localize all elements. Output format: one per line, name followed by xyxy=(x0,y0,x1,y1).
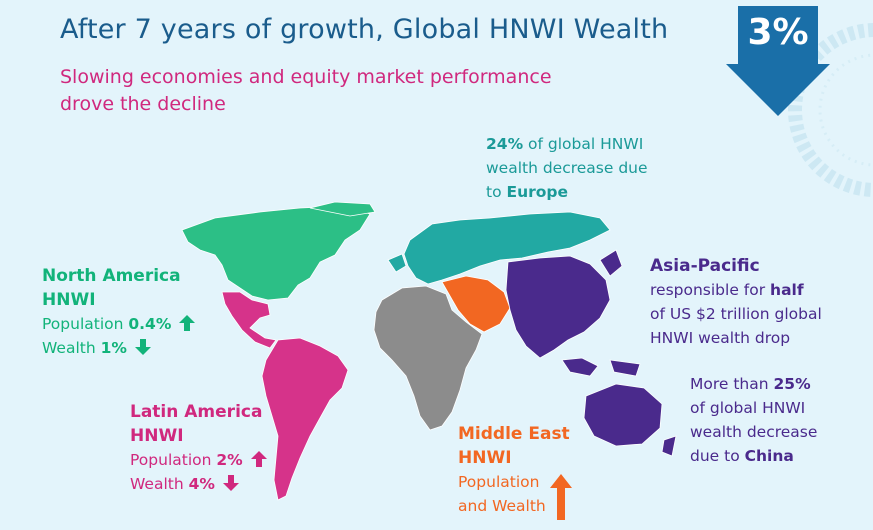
middle-east-callout: Middle East HNWI Population and Wealth xyxy=(458,422,570,518)
middle-east-title: Middle East xyxy=(458,424,570,444)
middle-east-line-2: and Wealth xyxy=(458,497,546,515)
down-arrow-icon xyxy=(726,6,830,116)
china-line-4: due to xyxy=(690,447,740,465)
europe-pct: 24% xyxy=(486,135,524,153)
ap-emphasis: half xyxy=(770,281,804,299)
middle-east-title-2: HNWI xyxy=(458,448,512,468)
ap-line-2: of US $2 trillion global xyxy=(650,305,822,323)
subtitle-line-2: drove the decline xyxy=(60,93,226,115)
central-america-region xyxy=(221,291,277,349)
asia-pacific-region xyxy=(505,255,611,359)
europe-line-1: of global HNWI xyxy=(528,135,644,153)
europe-line-2: wealth decrease due xyxy=(486,159,648,177)
la-wealth-label: Wealth xyxy=(130,475,184,493)
north-america-region xyxy=(181,205,371,301)
ap-line-3: HNWI wealth drop xyxy=(650,329,791,347)
la-population-value: 2% xyxy=(216,451,243,469)
australia-region xyxy=(583,383,663,447)
europe-callout: 24% of global HNWI wealth decrease due t… xyxy=(486,132,648,204)
la-wealth-value: 4% xyxy=(188,475,215,493)
africa-region xyxy=(373,285,483,431)
latin-america-title-2: HNWI xyxy=(130,426,184,446)
world-map xyxy=(181,201,677,501)
na-wealth-label: Wealth xyxy=(42,339,96,357)
up-arrow-icon xyxy=(179,315,196,331)
down-arrow-icon xyxy=(222,475,239,491)
south-america-region xyxy=(261,337,349,501)
down-arrow-icon xyxy=(134,339,151,355)
china-region-name: China xyxy=(744,447,794,465)
subtitle-line-1: Slowing economies and equity market perf… xyxy=(60,66,552,88)
asia-pacific-title: Asia-Pacific xyxy=(650,256,760,276)
china-callout: More than 25% of global HNWI wealth decr… xyxy=(690,372,817,468)
subtitle: Slowing economies and equity market perf… xyxy=(60,64,552,118)
europe-region xyxy=(403,211,611,285)
north-america-title-2: HNWI xyxy=(42,290,96,310)
na-population-value: 0.4% xyxy=(128,315,172,333)
china-line-1: More than xyxy=(690,375,769,393)
latin-america-callout: Latin America HNWI Population 2% Wealth … xyxy=(130,400,267,496)
asia-pacific-callout: Asia-Pacific responsible for half of US … xyxy=(650,254,822,350)
china-pct: 25% xyxy=(773,375,811,393)
up-arrow-icon xyxy=(250,451,267,467)
china-line-2: of global HNWI xyxy=(690,399,806,417)
europe-line-3: to xyxy=(486,183,502,201)
up-arrow-icon xyxy=(550,474,572,520)
middle-east-region xyxy=(441,275,511,333)
decorative-circle-pattern xyxy=(788,23,873,197)
page-title: After 7 years of growth, Global HNWI Wea… xyxy=(60,14,669,45)
latin-america-title: Latin America xyxy=(130,402,263,422)
north-america-callout: North America HNWI Population 0.4% Wealt… xyxy=(42,264,196,360)
na-wealth-value: 1% xyxy=(100,339,127,357)
wealth-change-value: 3% xyxy=(747,12,809,53)
europe-region-name: Europe xyxy=(506,183,569,201)
la-population-label: Population xyxy=(130,451,212,469)
china-line-3: wealth decrease xyxy=(690,423,818,441)
middle-east-line-1: Population xyxy=(458,473,540,491)
na-population-label: Population xyxy=(42,315,124,333)
ap-line-1: responsible for xyxy=(650,281,766,299)
north-america-title: North America xyxy=(42,266,181,286)
